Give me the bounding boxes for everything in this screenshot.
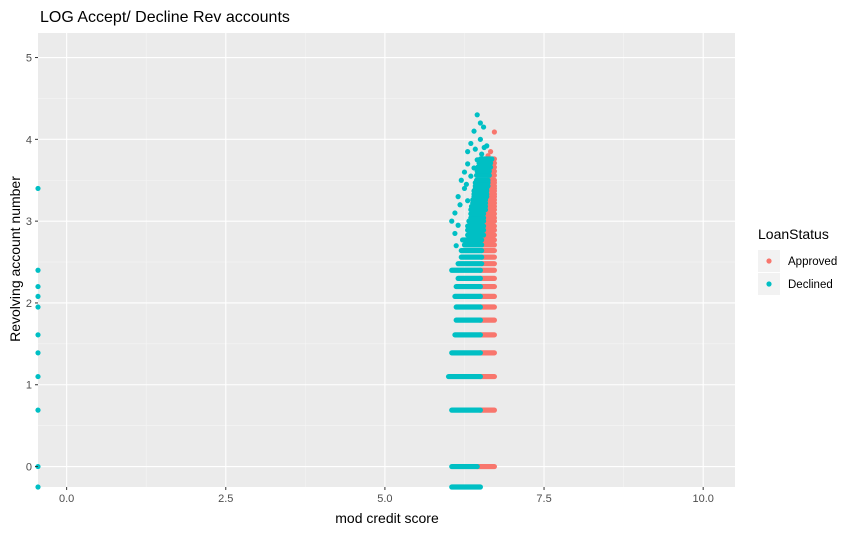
data-point [477, 120, 483, 126]
x-tick-label: 0.0 [59, 493, 74, 505]
data-point [474, 112, 480, 118]
data-point [491, 129, 497, 135]
x-tick-label: 2.5 [218, 493, 233, 505]
data-point [452, 230, 458, 237]
x-tick-label: 7.5 [536, 493, 551, 505]
y-tick-label: 0 [26, 462, 32, 474]
x-axis-ticks: 0.0 2.5 5.0 7.5 10.0 [59, 487, 714, 505]
data-point [465, 149, 471, 155]
data-point [35, 185, 41, 192]
data-point [455, 194, 461, 200]
data-point [474, 157, 480, 163]
data-point [35, 350, 41, 356]
data-point [477, 136, 483, 142]
data-point [487, 149, 494, 155]
chart-title: LOG Accept/ Decline Rev accounts [40, 9, 290, 26]
data-point [35, 373, 41, 380]
legend-key-point [766, 258, 772, 264]
minor-gridlines [38, 33, 735, 487]
data-point [35, 304, 41, 310]
data-point [463, 181, 469, 187]
data-point [468, 173, 474, 179]
data-point [35, 332, 41, 338]
y-tick-label: 3 [26, 216, 32, 228]
data-point [35, 283, 41, 290]
y-tick-label: 5 [26, 53, 32, 65]
data-point [465, 161, 471, 167]
y-tick-label: 4 [26, 134, 32, 146]
major-gridlines [38, 33, 735, 487]
data-point [35, 484, 41, 490]
data-point [457, 202, 463, 208]
y-tick-label: 2 [26, 298, 32, 310]
legend-key-point [766, 281, 772, 287]
legend-items: Approved Declined [758, 250, 837, 295]
data-point [481, 144, 487, 151]
plot-panel [38, 33, 735, 487]
legend-title: LoanStatus [758, 226, 829, 242]
data-point [452, 210, 458, 216]
x-tick-label: 5.0 [377, 493, 392, 505]
data-point [458, 177, 464, 183]
data-points [35, 112, 497, 490]
data-point [461, 185, 468, 192]
data-point [471, 165, 477, 171]
series-declined [35, 112, 495, 490]
data-point [35, 407, 41, 413]
data-point [479, 151, 485, 157]
data-point [455, 222, 461, 228]
data-point [465, 198, 471, 204]
y-axis-label: Revolving account number [7, 176, 23, 342]
data-point [472, 146, 478, 152]
x-tick-label: 10.0 [692, 493, 713, 505]
x-axis-label: mod credit score [335, 510, 439, 526]
y-tick-label: 1 [26, 380, 32, 392]
data-point [453, 243, 459, 249]
data-point [449, 218, 455, 224]
legend: LoanStatus Approved Declined [758, 226, 837, 295]
data-point [461, 169, 468, 175]
data-point [480, 124, 487, 130]
data-point [35, 293, 41, 300]
legend-label: Declined [788, 279, 833, 291]
y-axis-ticks: 0 1 2 3 4 5 [26, 53, 38, 474]
series-approved [474, 129, 497, 470]
legend-label: Approved [788, 256, 837, 268]
data-point [471, 128, 477, 134]
data-point [35, 267, 41, 273]
data-point [468, 140, 474, 147]
